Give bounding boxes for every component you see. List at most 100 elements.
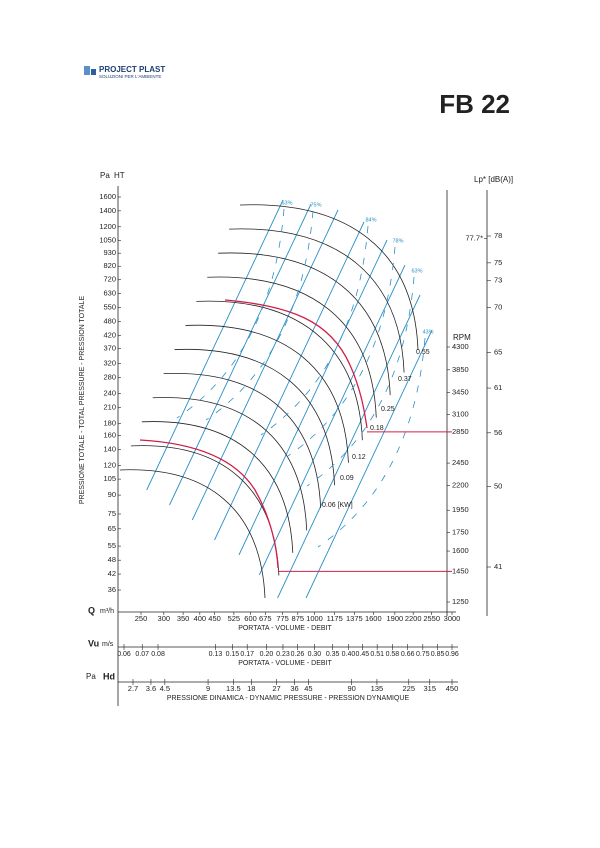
fan-curve bbox=[141, 421, 294, 553]
x-tick-label: 0.06 bbox=[117, 651, 131, 658]
x-tick-label: 90 bbox=[347, 684, 355, 693]
y-tick-label: 2200 bbox=[452, 480, 469, 489]
system-line bbox=[238, 239, 388, 556]
operating-curve bbox=[139, 439, 279, 569]
y-tick-label: 1750 bbox=[452, 528, 469, 537]
x-tick-label: 0.26 bbox=[291, 651, 305, 658]
x-tick-label: 2.7 bbox=[128, 684, 138, 693]
x-tick-label: 400 bbox=[194, 614, 207, 623]
system-line bbox=[258, 264, 406, 576]
x-tick-label: 0.17 bbox=[240, 651, 254, 658]
y-tick-label: 160 bbox=[103, 430, 116, 439]
y-tick-label: 2450 bbox=[452, 458, 469, 467]
x-tick-label: 450 bbox=[446, 684, 459, 693]
power-label: 0.37 bbox=[398, 376, 412, 383]
fan-curve bbox=[207, 276, 377, 418]
y-tick-label: 1600 bbox=[99, 192, 116, 201]
axis-title: PORTATA - VOLUME - DEBIT bbox=[238, 625, 332, 632]
y-tick-label: 61 bbox=[494, 383, 502, 392]
x-tick-label: 1900 bbox=[386, 614, 403, 623]
fan-curve bbox=[174, 348, 335, 486]
y-tick-label: 78 bbox=[494, 231, 502, 240]
fan-curve bbox=[196, 300, 363, 441]
x-tick-label: 45 bbox=[304, 684, 312, 693]
y-tick-label: 1200 bbox=[99, 222, 116, 231]
x-tick-label: 1000 bbox=[306, 614, 323, 623]
x-tick-label: 13.5 bbox=[226, 684, 241, 693]
x-tick-label: 350 bbox=[177, 614, 190, 623]
x-tick-label: 315 bbox=[424, 684, 437, 693]
y-tick-label: 70 bbox=[494, 303, 502, 312]
x-tick-label: 525 bbox=[228, 614, 241, 623]
x-tick-label: 1600 bbox=[365, 614, 382, 623]
x-tick-label: 0.85 bbox=[431, 651, 445, 658]
y-tick-label: 2850 bbox=[452, 427, 469, 436]
x-tick-label: 450 bbox=[208, 614, 221, 623]
power-label: 0.09 bbox=[340, 475, 354, 482]
y-tick-label: 75 bbox=[108, 509, 116, 518]
x-tick-label: 0.58 bbox=[386, 651, 400, 658]
y-tick-label: 73 bbox=[494, 276, 502, 285]
y-tick-label: 3100 bbox=[452, 410, 469, 419]
y-tick-label: 1450 bbox=[452, 566, 469, 575]
x-tick-label: 775 bbox=[276, 614, 289, 623]
y-tick-label: 105 bbox=[103, 474, 116, 483]
y-tick-label: 1600 bbox=[452, 546, 469, 555]
x-tick-label: 18 bbox=[247, 684, 255, 693]
y-tick-label: 180 bbox=[103, 418, 116, 427]
y-tick-label: 930 bbox=[103, 248, 116, 257]
axis-unit: m/s bbox=[102, 641, 114, 648]
x-tick-label: 225 bbox=[403, 684, 416, 693]
x-tick-label: 0.23 bbox=[276, 651, 290, 658]
x-tick-label: 0.51 bbox=[370, 651, 384, 658]
y-tick-label: 550 bbox=[103, 303, 116, 312]
logo-text: PROJECT PLAST bbox=[99, 65, 165, 74]
x-tick-label: 4.5 bbox=[160, 684, 170, 693]
y-tick-label: 820 bbox=[103, 261, 116, 270]
efficiency-curve bbox=[306, 276, 415, 487]
efficiency-label: 63% bbox=[411, 268, 422, 274]
x-tick-label: 27 bbox=[272, 684, 280, 693]
axis-title: PORTATA - VOLUME - DEBIT bbox=[238, 660, 332, 667]
x-tick-label: 0.66 bbox=[401, 651, 415, 658]
y-tick-label: 42 bbox=[108, 569, 116, 578]
axis-title: PRESSIONE DINAMICA - DYNAMIC PRESSURE - … bbox=[167, 695, 410, 702]
x-tick-label: 300 bbox=[158, 614, 171, 623]
x-tick-label: 675 bbox=[259, 614, 272, 623]
y-tick-label: 1050 bbox=[99, 236, 116, 245]
power-label: 0.18 bbox=[370, 425, 384, 432]
y-tick-label: 65 bbox=[494, 347, 502, 356]
y-tick-label: 480 bbox=[103, 317, 116, 326]
y-tick-label: 56 bbox=[494, 428, 502, 437]
efficiency-curve bbox=[317, 337, 426, 548]
axis-label: Vu bbox=[88, 638, 99, 648]
efficiency-label: 43% bbox=[422, 329, 433, 335]
y-tick-label: 90 bbox=[108, 490, 116, 499]
x-tick-label: 0.96 bbox=[445, 651, 459, 658]
power-label: 0.55 bbox=[416, 349, 430, 356]
axis-title: PRESSIONE TOTALE - TOTAL PRESSURE - PRES… bbox=[79, 296, 86, 505]
y-tick-label: 120 bbox=[103, 460, 116, 469]
y-tick-label: 210 bbox=[103, 402, 116, 411]
x-tick-label: 0.15 bbox=[226, 651, 240, 658]
fan-curve bbox=[239, 204, 419, 351]
x-tick-label: 250 bbox=[135, 614, 148, 623]
fan-curve bbox=[218, 252, 391, 396]
x-tick-label: 2200 bbox=[405, 614, 422, 623]
y-tick-label: 55 bbox=[108, 541, 116, 550]
x-tick-label: 0.13 bbox=[209, 651, 223, 658]
annotation: 77.7* bbox=[465, 234, 483, 243]
axis-label: RPM bbox=[453, 333, 471, 342]
x-tick-label: 1175 bbox=[327, 614, 343, 623]
y-tick-label: 75 bbox=[494, 258, 502, 267]
y-tick-label: 48 bbox=[108, 555, 116, 564]
axis-unit: m³/h bbox=[100, 608, 114, 615]
axis-label: Q bbox=[88, 605, 95, 615]
efficiency-label: 84% bbox=[365, 217, 376, 223]
y-tick-label: 370 bbox=[103, 344, 116, 353]
y-tick-label: 41 bbox=[494, 562, 502, 571]
system-line bbox=[277, 294, 421, 599]
